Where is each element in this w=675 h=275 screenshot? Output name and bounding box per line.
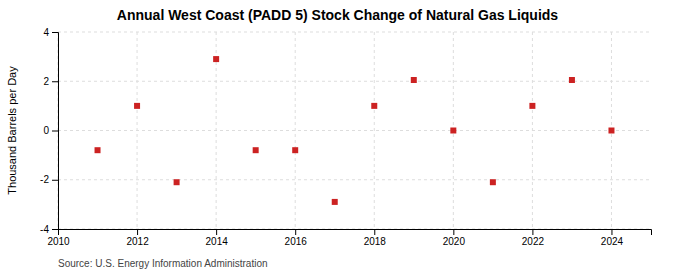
tick-mark [52,32,58,33]
tick-mark [295,229,296,235]
tick: 2014 [206,229,229,247]
tick: 2016 [285,229,308,247]
point [450,128,456,134]
tick-label: 4 [43,27,49,38]
point [95,147,101,153]
plot-area: 2010 2012 2014 2016 2018 2020 2022 2024 -4 -2 0 2 4 [40,27,651,247]
tick-label: 2016 [285,236,308,247]
y-axis: -4 -2 0 2 4 [40,27,58,235]
grid-line-y [58,81,651,82]
grid-line-y [58,130,651,131]
marks [95,56,615,205]
tick-mark [532,229,533,235]
tick-label: 2012 [126,236,149,247]
tick: 2010 [47,229,70,247]
tick: 0 [43,125,58,136]
tick-mark [216,229,217,235]
tick: 2024 [601,229,624,247]
tick: 4 [43,27,58,38]
x-axis: 2010 2012 2014 2016 2018 2020 2022 2024 [47,229,651,247]
title: Annual West Coast (PADD 5) Stock Change … [117,7,559,23]
tick-label: -2 [40,174,49,185]
tick-label: 2014 [206,236,229,247]
tick-label: 2022 [522,236,545,247]
y-axis-label: Thousand Barrels per Day [6,66,18,195]
axis-line [52,33,59,230]
grid-line-x [374,32,375,229]
tick-label: -4 [40,224,49,235]
tick: 2020 [443,229,466,247]
tick-label: 2018 [364,236,387,247]
grid-line-x [137,32,138,229]
grid-line-x [295,32,296,229]
tick-mark [52,180,58,181]
tick-label: 2020 [443,236,466,247]
grid-line-x [532,32,533,229]
tick-label: 2 [43,76,49,87]
tick: 2 [43,76,58,87]
point [490,179,496,185]
tick: -2 [40,174,58,185]
annotation: Source: U.S. Energy Information Administ… [58,258,268,269]
tick-mark [611,229,612,235]
chart-svg: 2010 2012 2014 2016 2018 2020 2022 2024 -4 -2 0 2 4 A… [0,0,675,275]
tick-mark [453,229,454,235]
tick: 2018 [364,229,387,247]
tick-mark [52,81,58,82]
grid-line-y [58,32,651,33]
axis-line [59,230,652,236]
point [608,128,614,134]
point [134,103,140,109]
tick-label: 2010 [47,236,70,247]
tick-label: 2024 [601,236,624,247]
point [569,77,575,83]
point [213,56,219,62]
point [253,147,259,153]
point [174,179,180,185]
tick-label: 0 [43,125,49,136]
tick: -4 [40,224,58,235]
grid [58,32,651,229]
tick: 2022 [522,229,545,247]
tick-mark [137,229,138,235]
point [371,103,377,109]
tick: 2012 [126,229,149,247]
tick-mark [374,229,375,235]
point [529,103,535,109]
tick-mark [52,131,58,132]
point [411,77,417,83]
tick-mark [52,229,58,230]
point [332,199,338,205]
point [292,147,298,153]
grid-line-y [58,179,651,180]
